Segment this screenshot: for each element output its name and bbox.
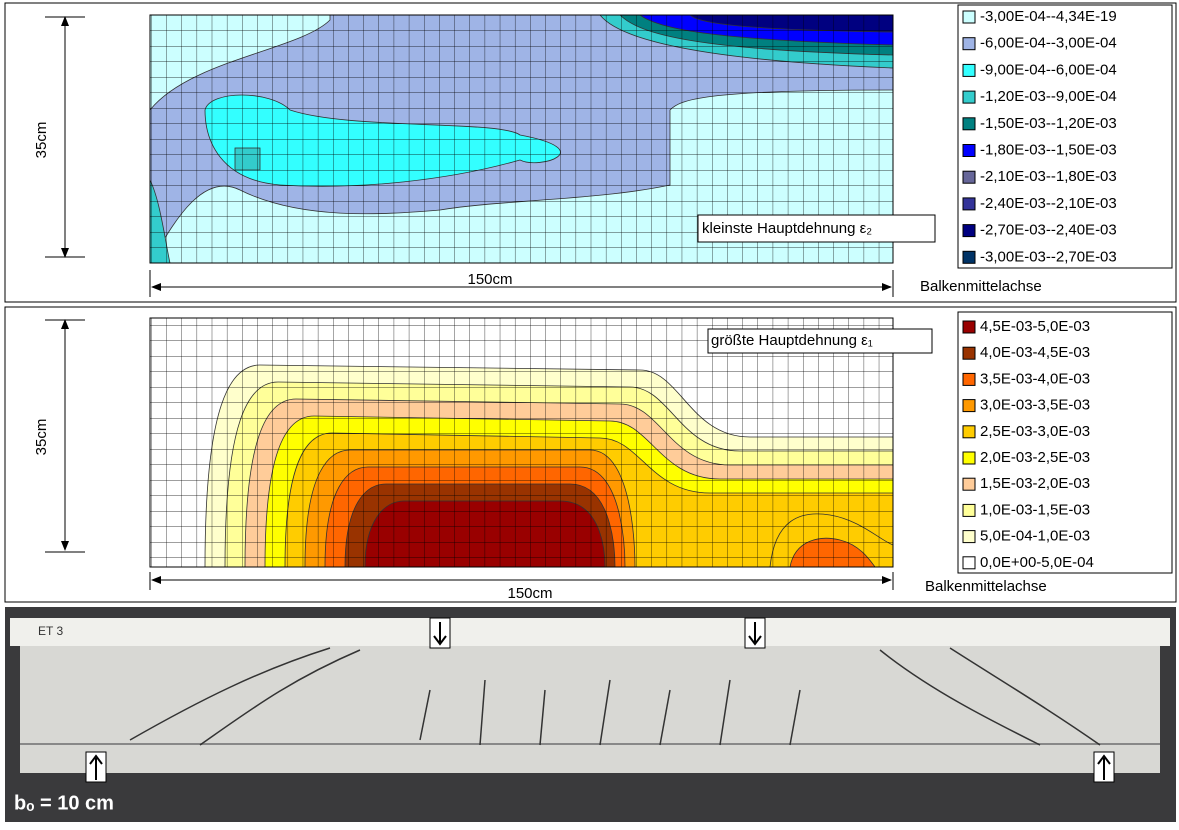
legend-label: -2,70E-03--2,40E-03 — [980, 222, 1117, 239]
legend-label: 0,0E+00-5,0E-04 — [980, 554, 1094, 571]
legend-label: -3,00E-04--4,34E-19 — [980, 8, 1117, 25]
legend-swatch — [962, 90, 976, 104]
legend-swatch — [962, 10, 976, 24]
legend-swatch — [962, 372, 976, 386]
length-label: 150cm — [507, 585, 552, 602]
legend-swatch — [962, 144, 976, 157]
legend-swatch — [962, 197, 976, 211]
axis-label: Balkenmittelachse — [925, 578, 1047, 595]
legend-swatch — [962, 451, 976, 465]
axis-label: Balkenmittelachse — [920, 278, 1042, 295]
panel-frame — [4, 306, 1177, 603]
legend-label: -2,40E-03--2,10E-03 — [980, 195, 1117, 212]
legend-label: 3,0E-03-3,5E-03 — [980, 397, 1090, 414]
legend: -3,00E-04--4,34E-19 -6,00E-04--3,00E-04 -9… — [962, 8, 1117, 265]
legend: 4,5E-03-5,0E-03 4,0E-03-4,5E-03 3,5E-03-4,… — [962, 318, 1094, 571]
legend-label: -1,20E-03--9,00E-04 — [980, 88, 1117, 105]
height-label: 35cm — [33, 419, 50, 456]
legend-swatch — [962, 117, 976, 131]
legend-swatch — [962, 224, 976, 238]
legend-swatch — [962, 37, 976, 51]
legend-label: -3,00E-03--2,70E-03 — [980, 248, 1117, 265]
legend-label: 1,0E-03-1,5E-03 — [980, 501, 1090, 518]
legend-label: -1,80E-03--1,50E-03 — [980, 141, 1117, 158]
legend-swatch — [962, 170, 976, 184]
annotation: kleinste Hauptdehnung ε₂ — [702, 220, 872, 237]
length-label: 150cm — [467, 271, 512, 288]
beam-photo: ET 3 bₒ = 10 cm — [5, 607, 1176, 822]
legend-label: 3,5E-03-4,0E-03 — [980, 370, 1090, 387]
legend-label: 2,5E-03-3,0E-03 — [980, 423, 1090, 440]
legend-swatch — [962, 503, 976, 517]
panel-frame — [4, 2, 1177, 303]
legend-label: -6,00E-04--3,00E-04 — [980, 35, 1117, 52]
width-label: bₒ = 10 cm — [14, 792, 114, 814]
legend-label: -2,10E-03--1,80E-03 — [980, 168, 1117, 185]
legend-label: 1,5E-03-2,0E-03 — [980, 475, 1090, 492]
legend-swatch — [962, 425, 976, 439]
annotation: größte Hauptdehnung ε₁ — [711, 332, 873, 349]
legend-swatch — [962, 346, 976, 360]
legend-label: 5,0E-04-1,0E-03 — [980, 528, 1090, 545]
legend-swatch — [962, 477, 976, 491]
legend-swatch — [962, 250, 976, 264]
legend-swatch — [962, 63, 976, 77]
height-label: 35cm — [33, 122, 50, 159]
legend-swatch — [962, 399, 976, 413]
specimen-label: ET 3 — [38, 624, 63, 638]
legend-swatch — [962, 530, 976, 544]
legend-label: -1,50E-03--1,20E-03 — [980, 115, 1117, 132]
legend-label: 2,0E-03-2,5E-03 — [980, 449, 1090, 466]
legend-label: 4,0E-03-4,5E-03 — [980, 344, 1090, 361]
legend-swatch — [962, 320, 976, 334]
legend-label: -9,00E-04--6,00E-04 — [980, 61, 1117, 78]
legend-swatch — [962, 556, 976, 570]
legend-label: 4,5E-03-5,0E-03 — [980, 318, 1090, 335]
